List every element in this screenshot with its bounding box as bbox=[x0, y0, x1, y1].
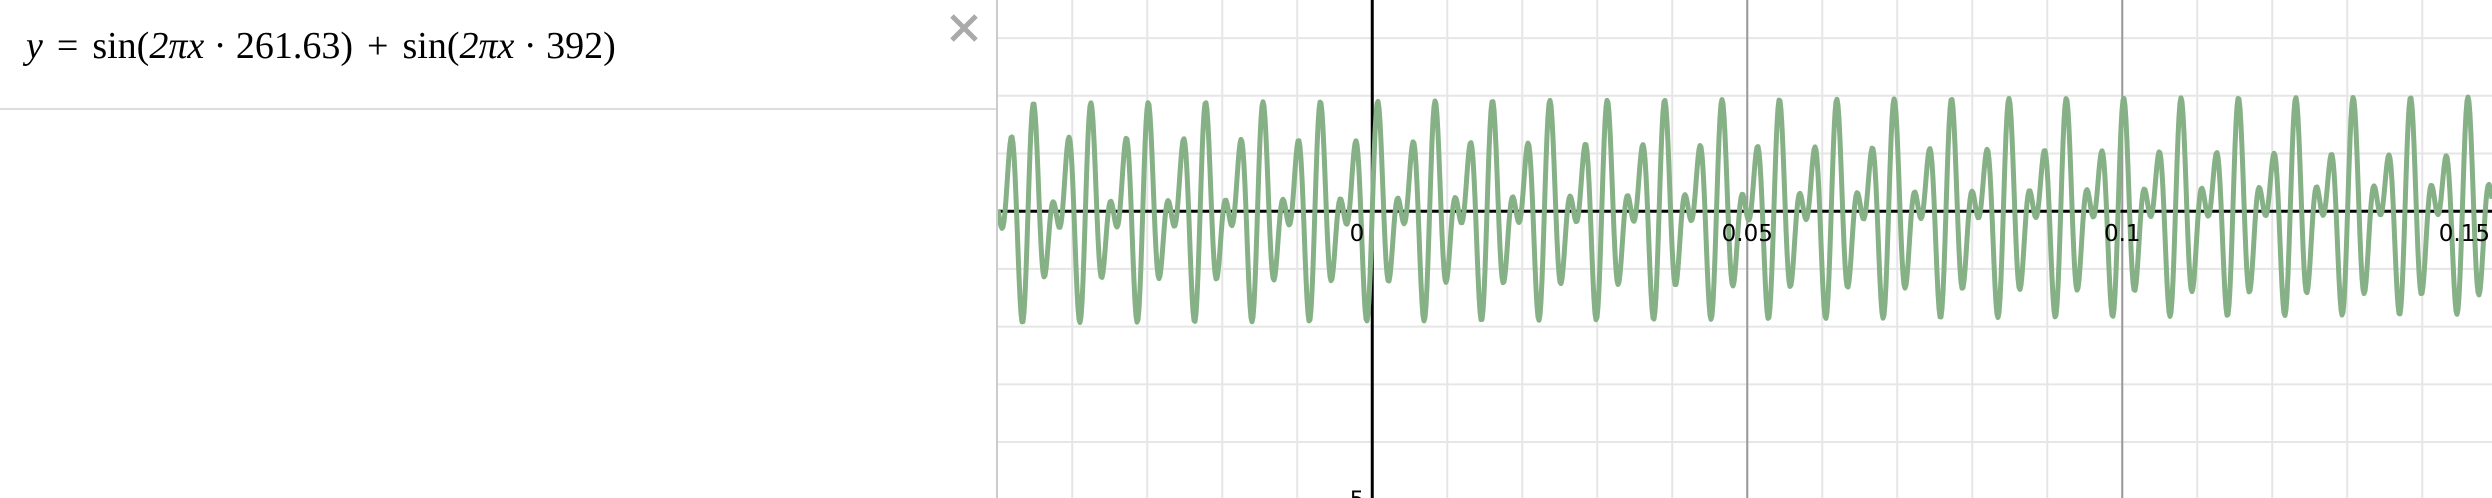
function-name: sin bbox=[92, 25, 137, 67]
function-name: sin bbox=[402, 25, 447, 67]
lhs: y bbox=[26, 25, 43, 67]
x-tick-label: 0.1 bbox=[2104, 221, 2141, 247]
equals: = bbox=[56, 25, 79, 67]
paren: ) bbox=[603, 25, 616, 67]
argument: 2πx bbox=[459, 25, 515, 67]
close-button[interactable] bbox=[944, 8, 984, 48]
function-curve bbox=[998, 94, 2492, 325]
dot: · bbox=[514, 25, 547, 67]
formula: y = sin(2πx · 261.63) + sin(2πx · 392) bbox=[26, 24, 616, 68]
x-tick-label: 0.05 bbox=[1722, 221, 1773, 247]
y-tick-label: −5 bbox=[1330, 488, 1364, 498]
x-tick-label: 0 bbox=[1350, 221, 1365, 247]
x-tick-label: 0.15 bbox=[2439, 221, 2490, 247]
paren: ) bbox=[340, 25, 354, 67]
argument: 2πx bbox=[149, 25, 205, 67]
plus: + bbox=[367, 25, 389, 67]
frequency: 392 bbox=[546, 25, 604, 67]
paren: ( bbox=[446, 25, 460, 67]
paren: ( bbox=[136, 25, 150, 67]
expression-row[interactable]: y = sin(2πx · 261.63) + sin(2πx · 392) bbox=[0, 0, 996, 110]
dot: · bbox=[204, 25, 236, 67]
expression-panel: y = sin(2πx · 261.63) + sin(2πx · 392) bbox=[0, 0, 998, 498]
frequency: 261.63 bbox=[235, 25, 341, 67]
graph[interactable]: 0 0.05 0.1 0.15 −5 bbox=[998, 0, 2492, 498]
